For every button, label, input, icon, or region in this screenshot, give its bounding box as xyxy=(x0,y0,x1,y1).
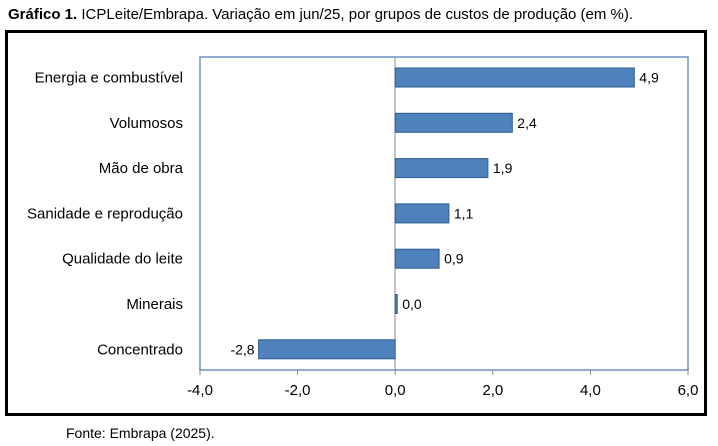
category-label: Mão de obra xyxy=(99,160,184,177)
category-label: Volumosos xyxy=(110,115,183,132)
category-label: Minerais xyxy=(126,296,183,313)
chart-frame xyxy=(5,30,707,416)
value-label: -2,8 xyxy=(230,341,254,357)
bar xyxy=(394,158,489,179)
caption-label: Gráfico 1. xyxy=(8,6,78,23)
bars-layer xyxy=(258,67,635,360)
value-label: 0,9 xyxy=(444,251,464,267)
category-label: Sanidade e reprodução xyxy=(27,205,183,222)
value-labels-layer: 4,9 2,4 1,9 1,1 0,9 0,0 -2,8 xyxy=(230,70,659,358)
x-tick-label: 6,0 xyxy=(678,382,699,399)
bar xyxy=(394,294,398,314)
chart-caption: Gráfico 1. ICPLeite/Embrapa. Variação em… xyxy=(8,5,633,25)
x-tick-label: 0,0 xyxy=(385,382,406,399)
x-tick-label: 2,0 xyxy=(482,382,503,399)
value-label: 2,4 xyxy=(517,115,537,131)
bar xyxy=(394,67,635,88)
bar xyxy=(394,112,513,133)
bar xyxy=(258,339,396,360)
caption-text: ICPLeite/Embrapa. Variação em jun/25, po… xyxy=(81,6,634,23)
value-label: 1,1 xyxy=(454,205,474,221)
value-label: 4,9 xyxy=(639,70,659,86)
category-label: Qualidade do leite xyxy=(62,251,183,268)
x-tick-label: 4,0 xyxy=(580,382,601,399)
category-label: Concentrado xyxy=(97,341,183,358)
source-note: Fonte: Embrapa (2025). xyxy=(66,425,215,441)
category-labels-layer: Energia e combustível Volumosos Mão de obr… xyxy=(27,70,184,359)
bar xyxy=(394,203,450,224)
value-label: 1,9 xyxy=(493,160,513,176)
bar xyxy=(394,248,440,269)
category-label: Energia e combustível xyxy=(35,70,183,87)
x-axis: -4,0 -2,0 0,0 2,0 4,0 6,0 xyxy=(187,370,698,399)
x-tick-label: -4,0 xyxy=(187,382,213,399)
x-tick-label: -2,0 xyxy=(285,382,311,399)
value-label: 0,0 xyxy=(402,296,422,312)
